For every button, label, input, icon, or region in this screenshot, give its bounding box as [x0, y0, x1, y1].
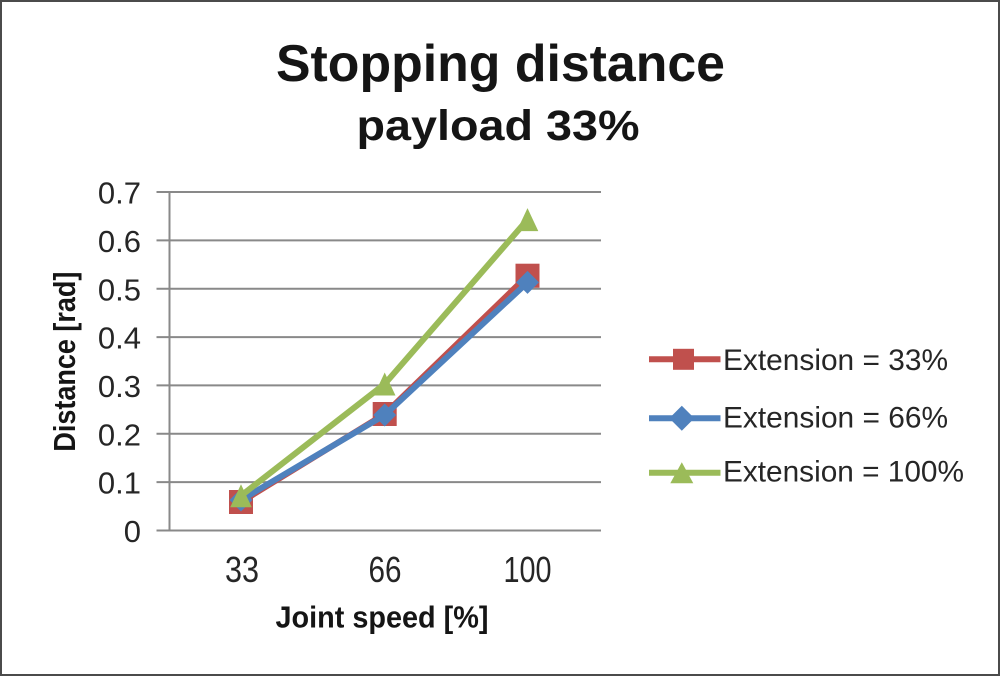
svg-text:Joint speed [%]: Joint speed [%] — [276, 600, 489, 635]
svg-text:Extension = 33%: Extension = 33% — [723, 344, 948, 377]
svg-text:33: 33 — [225, 549, 259, 590]
svg-text:0.4: 0.4 — [98, 321, 141, 356]
svg-text:0.1: 0.1 — [98, 466, 141, 501]
svg-text:Distance [rad]: Distance [rad] — [47, 272, 82, 452]
svg-text:Extension = 66%: Extension = 66% — [723, 402, 948, 435]
svg-text:0.5: 0.5 — [98, 272, 141, 307]
svg-text:66: 66 — [369, 549, 402, 590]
svg-text:100: 100 — [504, 549, 552, 590]
svg-text:0: 0 — [124, 514, 141, 549]
svg-text:0.7: 0.7 — [98, 176, 141, 211]
svg-text:0.3: 0.3 — [98, 369, 141, 404]
svg-text:Stopping distance: Stopping distance — [276, 35, 725, 93]
svg-text:payload 33%: payload 33% — [357, 102, 640, 150]
svg-text:0.6: 0.6 — [98, 224, 141, 259]
svg-text:0.2: 0.2 — [98, 417, 141, 452]
svg-text:Extension = 100%: Extension = 100% — [723, 456, 964, 489]
